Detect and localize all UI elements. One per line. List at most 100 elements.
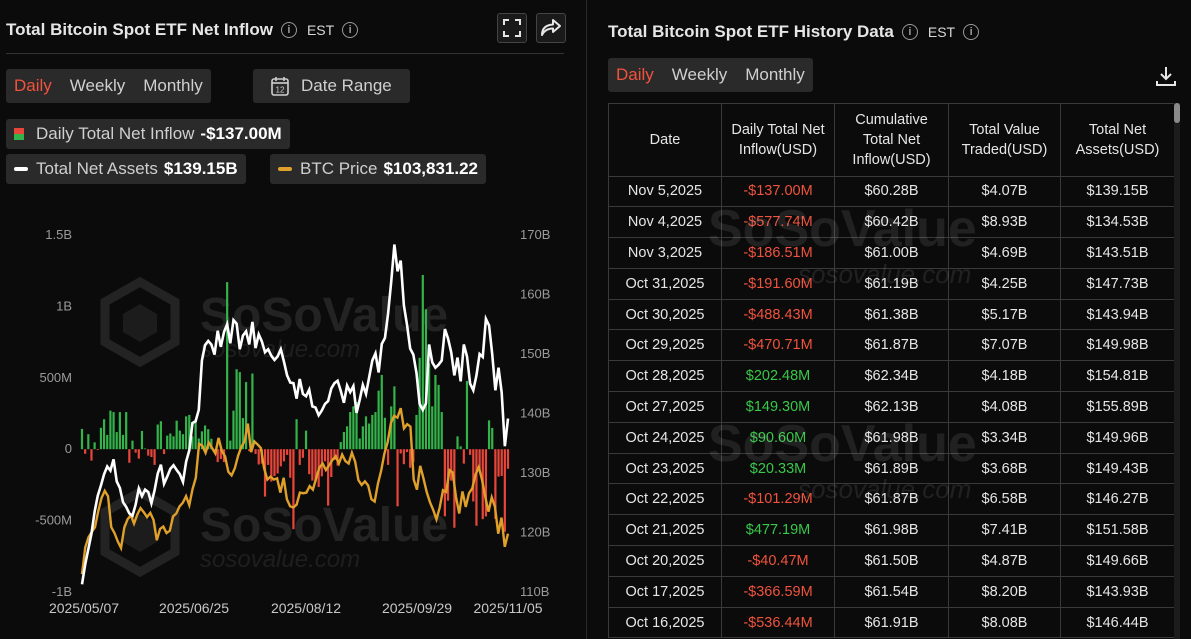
inflow-bar[interactable] — [254, 449, 257, 454]
table-row[interactable]: Nov 5,2025 -$137.00M $60.28B $4.07B $139.15B — [608, 175, 1174, 208]
inflow-bar[interactable] — [380, 374, 383, 450]
inflow-bar[interactable] — [503, 449, 506, 532]
inflow-bar[interactable] — [112, 412, 115, 450]
inflow-bar[interactable] — [125, 412, 128, 450]
inflow-bar[interactable] — [405, 449, 409, 453]
inflow-bar[interactable] — [450, 449, 453, 481]
inflow-bar[interactable] — [188, 414, 191, 450]
inflow-bar[interactable] — [229, 440, 232, 450]
inflow-bar[interactable] — [106, 434, 109, 450]
share-icon[interactable] — [536, 13, 566, 43]
inflow-bar[interactable] — [364, 416, 368, 450]
inflow-bar[interactable] — [248, 449, 251, 452]
inflow-bar[interactable] — [289, 449, 292, 478]
info-icon[interactable]: i — [280, 22, 297, 38]
tab-daily[interactable]: Daily — [616, 65, 654, 84]
inflow-bar[interactable] — [115, 432, 118, 450]
inflow-bar[interactable] — [96, 449, 99, 451]
inflow-bar[interactable] — [487, 420, 491, 450]
inflow-bar[interactable] — [352, 406, 355, 450]
inflow-bar[interactable] — [469, 449, 472, 455]
table-row[interactable]: Nov 4,2025 -$577.74M $60.42B $8.93B $134.53B — [608, 206, 1174, 239]
inflow-bar[interactable] — [282, 449, 286, 462]
inflow-bar[interactable] — [459, 446, 462, 450]
inflow-bar[interactable] — [301, 449, 304, 458]
inflow-bar[interactable] — [345, 426, 349, 450]
inflow-bar[interactable] — [443, 449, 446, 517]
inflow-bar[interactable] — [421, 274, 424, 450]
inflow-bar[interactable] — [434, 374, 437, 450]
inflow-bar[interactable] — [311, 449, 314, 481]
table-row[interactable]: Oct 28,2025 $202.48M $62.34B $4.18B $154.81B — [608, 360, 1174, 393]
inflow-bar[interactable] — [147, 449, 150, 456]
table-row[interactable]: Oct 29,2025 -$470.71M $61.87B $7.07B $149.98… — [608, 329, 1174, 362]
inflow-bar[interactable] — [226, 282, 229, 450]
inflow-bar[interactable] — [371, 414, 374, 450]
inflow-bar[interactable] — [153, 449, 156, 465]
inflow-bar[interactable] — [109, 410, 112, 450]
inflow-bar[interactable] — [292, 449, 295, 530]
inflow-bar[interactable] — [216, 449, 219, 463]
inflow-bar[interactable] — [84, 449, 87, 454]
inflow-bar[interactable] — [465, 381, 469, 450]
inflow-bar[interactable] — [295, 419, 298, 450]
inflow-bar[interactable] — [368, 423, 371, 450]
inflow-bar[interactable] — [251, 373, 254, 450]
table-row[interactable]: Nov 3,2025 -$186.51M $61.00B $4.69B $143.51B — [608, 237, 1174, 269]
inflow-bar[interactable] — [336, 449, 339, 466]
legend-net-assets[interactable]: Total Net Assets $139.15B — [6, 154, 246, 184]
inflow-bar[interactable] — [178, 430, 181, 450]
column-header[interactable]: Total Value Traded(USD) — [948, 104, 1061, 177]
inflow-bar[interactable] — [475, 449, 478, 526]
table-row[interactable]: Oct 21,2025 $477.19M $61.98B $7.41B $151.58B — [608, 514, 1174, 547]
inflow-bar[interactable] — [80, 428, 84, 450]
inflow-bar[interactable] — [191, 436, 194, 450]
inflow-bar[interactable] — [440, 412, 443, 450]
inflow-bar[interactable] — [377, 390, 380, 450]
inflow-bar[interactable] — [327, 449, 330, 506]
inflow-bar[interactable] — [478, 449, 481, 470]
inflow-bar[interactable] — [93, 442, 96, 450]
inflow-bar[interactable] — [349, 412, 352, 450]
date-range-button[interactable]: 12 Date Range — [253, 69, 410, 103]
inflow-bar[interactable] — [241, 418, 245, 450]
table-row[interactable]: Oct 27,2025 $149.30M $62.13B $4.08B $155.89B — [608, 391, 1174, 423]
fullscreen-icon[interactable] — [497, 13, 527, 43]
table-row[interactable]: Oct 30,2025 -$488.43M $61.38B $5.17B $143.94… — [608, 298, 1174, 331]
table-scrollbar[interactable] — [1174, 103, 1180, 639]
column-header[interactable]: Total Net Assets(USD) — [1060, 104, 1174, 177]
inflow-bar[interactable] — [358, 438, 361, 450]
download-icon[interactable] — [1154, 64, 1178, 93]
tab-daily[interactable]: Daily — [14, 76, 52, 95]
inflow-bar[interactable] — [276, 449, 279, 474]
inflow-bar[interactable] — [456, 436, 459, 450]
column-header[interactable]: Daily Total Net Inflow(USD) — [721, 104, 835, 177]
inflow-bar[interactable] — [203, 425, 207, 450]
inflow-bar[interactable] — [128, 449, 131, 463]
legend-inflow[interactable]: Daily Total Net Inflow -$137.00M — [6, 119, 290, 149]
inflow-bar[interactable] — [210, 438, 213, 450]
inflow-bar[interactable] — [131, 440, 134, 450]
inflow-bar[interactable] — [175, 420, 178, 450]
info-icon[interactable]: i — [901, 24, 918, 40]
inflow-bar[interactable] — [156, 424, 159, 450]
inflow-bar[interactable] — [273, 449, 276, 477]
inflow-bar[interactable] — [219, 449, 222, 459]
inflow-bar[interactable] — [90, 449, 93, 461]
column-header[interactable]: Date — [608, 104, 722, 177]
inflow-bar[interactable] — [402, 449, 405, 465]
net-inflow-chart[interactable]: SoSoValue sosovalue.com SoSoValue sosova… — [0, 219, 578, 639]
inflow-bar[interactable] — [491, 427, 494, 450]
inflow-bar[interactable] — [270, 449, 273, 482]
info-icon[interactable]: i — [963, 24, 980, 40]
inflow-bar[interactable] — [342, 432, 346, 450]
inflow-bar[interactable] — [494, 449, 497, 519]
inflow-bar[interactable] — [428, 363, 431, 450]
inflow-bar[interactable] — [506, 449, 510, 469]
inflow-bar[interactable] — [200, 431, 204, 450]
inflow-bar[interactable] — [386, 449, 390, 465]
inflow-bar[interactable] — [137, 449, 140, 459]
inflow-bar[interactable] — [500, 449, 503, 476]
inflow-bar[interactable] — [361, 426, 364, 450]
legend-btc-price[interactable]: BTC Price $103,831.22 — [270, 154, 487, 184]
